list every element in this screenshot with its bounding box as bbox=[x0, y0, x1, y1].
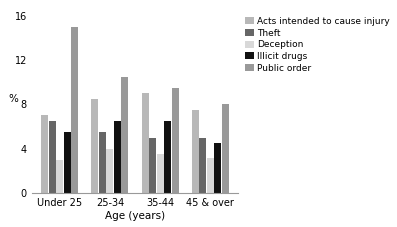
Bar bbox=[106, 149, 114, 193]
X-axis label: Age (years): Age (years) bbox=[105, 211, 165, 221]
Bar bbox=[156, 154, 164, 193]
Bar bbox=[121, 77, 129, 193]
Bar bbox=[172, 88, 179, 193]
Bar bbox=[99, 132, 106, 193]
Bar bbox=[56, 160, 63, 193]
Bar bbox=[141, 93, 148, 193]
Bar bbox=[91, 99, 98, 193]
Bar bbox=[207, 158, 214, 193]
Bar bbox=[214, 143, 221, 193]
Bar bbox=[64, 132, 71, 193]
Legend: Acts intended to cause injury, Theft, Deception, Illicit drugs, Public order: Acts intended to cause injury, Theft, De… bbox=[245, 17, 390, 73]
Bar bbox=[192, 110, 199, 193]
Bar bbox=[114, 121, 121, 193]
Bar bbox=[41, 116, 48, 193]
Bar bbox=[199, 138, 206, 193]
Bar bbox=[149, 138, 156, 193]
Bar bbox=[71, 27, 78, 193]
Y-axis label: %: % bbox=[8, 94, 18, 104]
Bar bbox=[49, 121, 56, 193]
Bar bbox=[164, 121, 171, 193]
Bar bbox=[222, 104, 229, 193]
